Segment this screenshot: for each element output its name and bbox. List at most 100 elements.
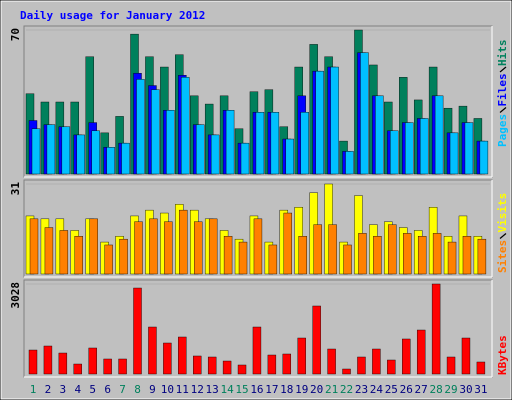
bar — [357, 356, 366, 375]
bar — [74, 236, 83, 275]
x-tick-label: 17 — [265, 383, 278, 396]
bar — [432, 233, 442, 275]
bar — [270, 112, 280, 175]
x-tick-label: 28 — [429, 383, 442, 396]
bar — [208, 218, 218, 275]
x-tick-label: 7 — [119, 383, 126, 396]
bar — [282, 353, 292, 375]
bar — [46, 124, 56, 175]
x-tick-label: 11 — [176, 383, 189, 396]
bar — [73, 363, 82, 375]
x-tick-label: 24 — [370, 383, 384, 396]
bar — [358, 233, 367, 275]
bar — [119, 238, 128, 275]
legend-separator — [499, 107, 507, 113]
bar — [479, 140, 489, 175]
bar — [360, 52, 369, 175]
bar — [342, 368, 351, 375]
legend-label: KBytes — [496, 335, 509, 375]
x-tick-label: 14 — [220, 383, 234, 396]
bar — [181, 77, 190, 175]
x-tick-label: 27 — [415, 383, 428, 396]
x-tick-label: 15 — [235, 383, 248, 396]
bar — [464, 122, 474, 175]
bar — [91, 130, 100, 175]
legend-label: Visits — [496, 193, 509, 233]
x-tick-label: 3 — [60, 383, 67, 396]
bar — [121, 142, 130, 175]
bar — [193, 355, 202, 375]
legend-label: Sites — [496, 240, 509, 273]
x-tick-label: 23 — [355, 383, 368, 396]
bar — [345, 151, 354, 175]
bar — [373, 236, 382, 275]
bar — [431, 283, 441, 375]
x-tick-label: 31 — [474, 383, 487, 396]
y-tick-label: 70 — [9, 28, 22, 41]
bar — [300, 112, 309, 175]
bar — [136, 79, 145, 175]
x-tick-label: 26 — [400, 383, 413, 396]
x-tick-label: 30 — [459, 383, 472, 396]
bar — [372, 348, 381, 375]
x-tick-label: 19 — [295, 383, 308, 396]
bar — [447, 241, 457, 275]
bar — [196, 124, 205, 175]
bar — [148, 326, 157, 375]
x-tick-label: 2 — [45, 383, 52, 396]
bar — [178, 336, 187, 375]
bar — [268, 244, 278, 275]
bar — [164, 221, 173, 275]
bar — [43, 345, 53, 375]
x-tick-label: 22 — [340, 383, 353, 396]
bar — [476, 361, 486, 375]
bar — [255, 112, 265, 175]
bar — [237, 364, 247, 375]
x-tick-label: 5 — [89, 383, 96, 396]
x-tick-label: 8 — [134, 383, 141, 396]
bar — [312, 305, 321, 375]
bar — [59, 230, 69, 275]
chart-title: Daily usage for January 2012 — [20, 9, 205, 22]
bar — [151, 89, 160, 175]
bar — [194, 221, 203, 275]
bar — [375, 95, 384, 175]
legend-label: Pages — [496, 114, 509, 147]
x-tick-label: 25 — [385, 383, 398, 396]
bar — [267, 354, 277, 375]
bar — [223, 236, 233, 275]
x-tick-label: 10 — [161, 383, 174, 396]
bar — [76, 134, 85, 175]
bar — [31, 128, 41, 175]
bar — [402, 338, 411, 375]
bar — [44, 227, 54, 275]
x-tick-label: 4 — [74, 383, 81, 396]
x-tick-label: 18 — [280, 383, 293, 396]
bar — [222, 360, 232, 375]
bar — [446, 356, 456, 375]
bar — [106, 147, 115, 175]
bar — [225, 110, 235, 175]
bar — [29, 218, 39, 275]
bar — [330, 66, 339, 175]
bar — [387, 359, 396, 375]
bar — [253, 218, 263, 275]
legend-label: Files — [496, 73, 509, 106]
bar — [207, 356, 217, 375]
bar — [89, 218, 98, 275]
bar — [477, 238, 487, 275]
bar — [315, 70, 324, 175]
legend-separator — [499, 66, 507, 73]
x-tick-label: 9 — [149, 383, 156, 396]
bar — [61, 126, 71, 175]
bar — [103, 358, 112, 375]
x-tick-label: 12 — [191, 383, 204, 396]
y-tick-label: 31 — [9, 182, 22, 196]
bar — [28, 349, 38, 375]
bar — [416, 329, 426, 375]
x-tick-label: 20 — [310, 383, 323, 396]
bar — [166, 110, 175, 175]
bar — [297, 337, 306, 375]
